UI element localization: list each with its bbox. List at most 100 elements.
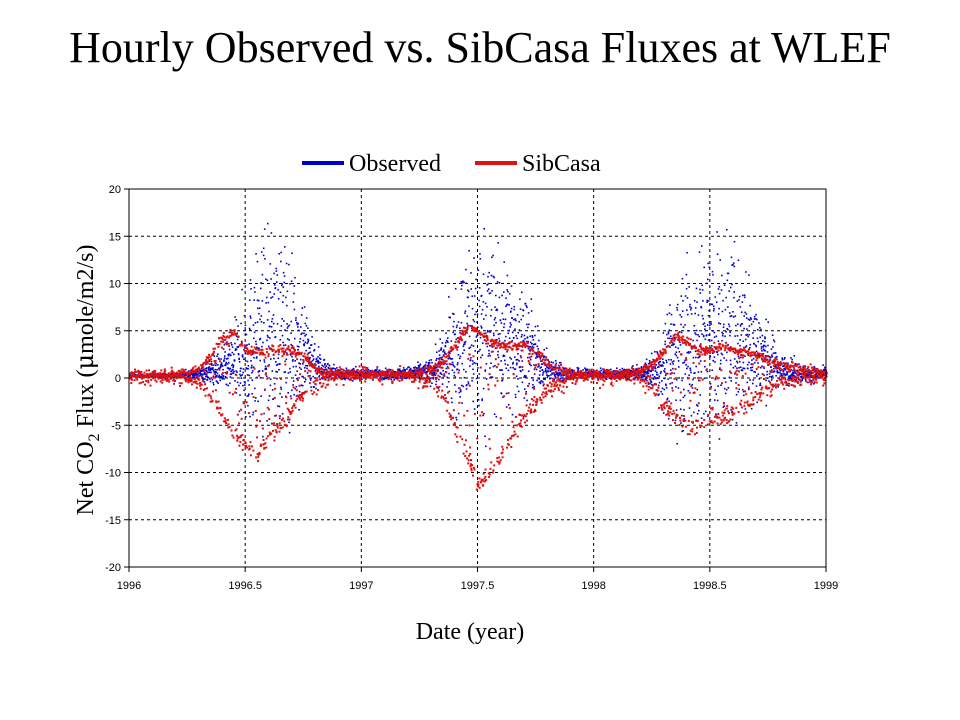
sibcasa-point	[291, 351, 294, 354]
observed-point	[426, 371, 428, 373]
sibcasa-point	[455, 346, 458, 349]
observed-point	[764, 340, 766, 343]
observed-point	[719, 368, 721, 371]
observed-point	[247, 365, 250, 367]
observed-point	[516, 358, 519, 361]
observed-point	[525, 304, 528, 307]
observed-point	[743, 315, 745, 317]
observed-point	[764, 337, 766, 340]
observed-point	[244, 347, 246, 349]
sibcasa-point	[378, 371, 381, 374]
sibcasa-point	[137, 374, 140, 377]
observed-point	[453, 366, 456, 368]
sibcasa-point	[267, 353, 270, 356]
sibcasa-point	[227, 342, 230, 345]
observed-point	[503, 261, 505, 263]
observed-point	[263, 228, 266, 230]
sibcasa-point	[282, 347, 285, 350]
observed-point	[328, 367, 330, 370]
observed-point	[704, 325, 706, 327]
sibcasa-point	[342, 374, 345, 377]
observed-point	[498, 296, 501, 299]
observed-point	[313, 349, 316, 351]
sibcasa-point	[156, 372, 159, 375]
observed-point	[266, 319, 269, 321]
sibcasa-point	[317, 369, 320, 371]
sibcasa-point	[171, 373, 174, 376]
observed-point	[708, 321, 711, 323]
observed-point	[516, 314, 519, 316]
observed-point	[141, 373, 144, 375]
sibcasa-point	[358, 371, 361, 374]
sibcasa-point	[216, 343, 219, 345]
observed-point	[616, 367, 618, 369]
observed-point	[275, 270, 278, 272]
observed-point	[783, 372, 786, 375]
observed-point	[503, 291, 505, 293]
sibcasa-point	[486, 335, 489, 338]
observed-point	[195, 374, 197, 376]
sibcasa-point	[152, 371, 155, 374]
observed-point	[463, 349, 465, 351]
sibcasa-point	[491, 471, 494, 474]
sibcasa-point	[143, 376, 146, 378]
observed-point	[485, 445, 487, 448]
observed-point	[257, 400, 259, 403]
observed-point	[743, 367, 746, 370]
observed-point	[246, 395, 249, 397]
observed-point	[222, 375, 225, 378]
observed-point	[796, 369, 799, 372]
observed-point	[475, 311, 478, 313]
observed-point	[760, 346, 763, 348]
observed-point	[276, 363, 279, 366]
observed-point	[183, 373, 186, 376]
observed-point	[325, 376, 328, 379]
observed-point	[441, 358, 443, 361]
sibcasa-point	[305, 356, 308, 359]
observed-point	[318, 365, 320, 368]
observed-point	[760, 366, 762, 369]
observed-point	[698, 356, 700, 358]
sibcasa-point	[287, 409, 290, 412]
observed-point	[648, 368, 650, 371]
observed-point	[694, 332, 696, 334]
observed-point	[709, 355, 711, 357]
observed-point	[234, 342, 236, 345]
sibcasa-point	[195, 368, 198, 371]
sibcasa-point	[168, 380, 171, 383]
observed-point	[689, 351, 692, 353]
observed-point	[649, 374, 652, 377]
observed-point	[240, 375, 242, 377]
observed-point	[282, 294, 285, 297]
observed-point	[558, 364, 560, 367]
sibcasa-point	[314, 379, 317, 382]
observed-point	[782, 371, 785, 373]
observed-point	[719, 359, 722, 362]
observed-point	[294, 337, 296, 340]
sibcasa-point	[213, 376, 216, 379]
observed-point	[621, 367, 624, 370]
observed-point	[517, 331, 519, 334]
observed-point	[313, 386, 315, 388]
observed-point	[751, 369, 753, 372]
sibcasa-point	[403, 371, 406, 374]
observed-point	[283, 344, 285, 347]
observed-point	[486, 306, 488, 308]
observed-point	[428, 359, 431, 362]
sibcasa-point	[165, 374, 168, 376]
sibcasa-point	[161, 379, 164, 381]
sibcasa-point	[200, 375, 203, 377]
sibcasa-point	[230, 334, 233, 337]
sibcasa-point	[211, 354, 214, 357]
observed-point	[428, 368, 430, 371]
observed-point	[449, 352, 451, 355]
sibcasa-point	[426, 368, 429, 371]
observed-point	[279, 417, 281, 420]
observed-point	[681, 379, 683, 382]
observed-point	[673, 324, 676, 326]
observed-point	[543, 356, 545, 359]
sibcasa-point	[454, 341, 457, 343]
observed-point	[297, 349, 299, 351]
observed-point	[471, 379, 473, 382]
sibcasa-point	[340, 377, 343, 380]
